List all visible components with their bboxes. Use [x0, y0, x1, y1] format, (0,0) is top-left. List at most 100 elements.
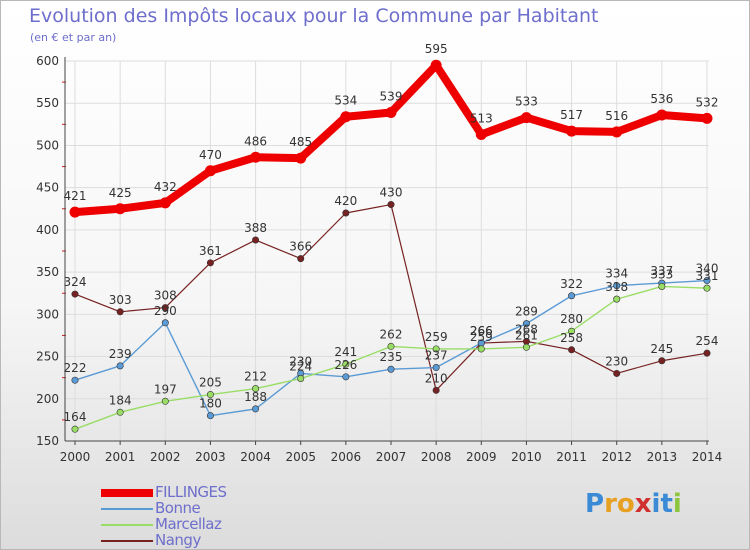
data-point-fillinges: [701, 112, 713, 124]
legend-label: FILLINGES: [155, 483, 227, 501]
x-tick-label: 2004: [240, 450, 271, 464]
data-point-bonne: [703, 277, 711, 285]
data-label-marcellaz: 318: [605, 280, 628, 294]
data-point-fillinges: [250, 151, 262, 163]
data-label-fillinges: 516: [605, 109, 628, 123]
data-point-marcellaz: [116, 408, 124, 416]
data-label-marcellaz: 184: [109, 393, 132, 407]
data-point-nangy: [71, 290, 79, 298]
x-tick-label: 2006: [331, 450, 362, 464]
data-label-marcellaz: 280: [560, 312, 583, 326]
data-label-bonne: 235: [380, 350, 403, 364]
data-point-nangy: [568, 346, 576, 354]
data-label-fillinges: 517: [560, 108, 583, 122]
legend-label: Bonne: [155, 499, 201, 517]
y-tick-label: 500: [36, 138, 59, 152]
data-point-fillinges: [430, 59, 442, 71]
data-label-fillinges: 486: [244, 134, 267, 148]
x-tick-label: 2012: [601, 450, 632, 464]
x-tick-label: 2001: [105, 450, 136, 464]
logo-letter: i: [672, 489, 682, 519]
logo-letter: t: [660, 489, 673, 519]
legend-label: Marcellaz: [155, 515, 222, 533]
data-point-fillinges: [340, 111, 352, 123]
data-label-fillinges: 539: [380, 90, 403, 104]
data-label-nangy: 420: [334, 194, 357, 208]
logo-letter: r: [604, 489, 617, 519]
data-point-bonne: [71, 376, 79, 384]
data-point-bonne: [613, 282, 621, 290]
data-label-marcellaz: 205: [199, 376, 222, 390]
legend-swatch: [101, 508, 153, 510]
data-label-nangy: 258: [560, 331, 583, 345]
data-label-nangy: 303: [109, 293, 132, 307]
data-point-nangy: [206, 259, 214, 267]
data-point-bonne: [568, 292, 576, 300]
data-label-fillinges: 432: [154, 180, 177, 194]
data-label-fillinges: 595: [425, 42, 448, 56]
data-label-bonne: 180: [199, 397, 222, 411]
data-label-nangy: 210: [425, 371, 448, 385]
data-label-fillinges: 470: [199, 148, 222, 162]
data-point-marcellaz: [568, 327, 576, 335]
data-label-bonne: 222: [64, 361, 87, 375]
data-point-marcellaz: [703, 284, 711, 292]
data-label-marcellaz: 261: [515, 328, 538, 342]
data-point-bonne: [432, 364, 440, 372]
data-label-bonne: 322: [560, 277, 583, 291]
data-point-marcellaz: [613, 295, 621, 303]
y-tick-label: 150: [36, 434, 59, 448]
data-point-bonne: [252, 405, 260, 413]
x-tick-label: 2003: [195, 450, 226, 464]
data-label-nangy: 245: [650, 342, 673, 356]
data-point-nangy: [252, 236, 260, 244]
data-label-bonne: 188: [244, 390, 267, 404]
data-point-fillinges: [295, 152, 307, 164]
data-label-bonne: 230: [289, 354, 312, 368]
data-label-marcellaz: 259: [425, 330, 448, 344]
data-label-bonne: 239: [109, 347, 132, 361]
data-point-nangy: [161, 304, 169, 312]
grid: [65, 60, 709, 442]
data-point-fillinges: [204, 165, 216, 177]
points: [69, 59, 713, 433]
data-point-marcellaz: [71, 425, 79, 433]
x-tick-label: 2010: [511, 450, 542, 464]
data-point-nangy: [432, 386, 440, 394]
data-point-marcellaz: [658, 282, 666, 290]
chart-subtitle: (en € et par an): [30, 31, 117, 44]
data-point-marcellaz: [161, 397, 169, 405]
data-point-fillinges: [385, 107, 397, 119]
data-label-bonne: 266: [470, 324, 493, 338]
data-point-marcellaz: [252, 385, 260, 393]
data-label-marcellaz: 164: [64, 410, 87, 424]
y-tick-label: 600: [36, 54, 59, 68]
legend-swatch: [101, 540, 153, 542]
data-label-bonne: 334: [605, 267, 628, 281]
legend-label: Nangy: [155, 531, 201, 549]
data-label-fillinges: 485: [289, 135, 312, 149]
data-label-fillinges: 534: [334, 94, 357, 108]
data-label-nangy: 430: [380, 186, 403, 200]
data-point-bonne: [387, 365, 395, 373]
data-label-fillinges: 513: [470, 111, 493, 125]
legend-swatch: [101, 524, 153, 526]
proxiti-logo: Proxiti: [585, 489, 682, 519]
x-tick-label: 2007: [376, 450, 407, 464]
data-point-fillinges: [656, 109, 668, 121]
y-tick-label: 550: [36, 96, 59, 110]
data-point-marcellaz: [297, 375, 305, 383]
data-point-marcellaz: [432, 345, 440, 353]
data-label-marcellaz: 197: [154, 382, 177, 396]
x-tick-label: 2011: [556, 450, 587, 464]
data-point-bonne: [342, 373, 350, 381]
data-label-nangy: 266: [470, 324, 493, 338]
data-point-fillinges: [114, 203, 126, 215]
data-label-marcellaz: 331: [696, 269, 719, 283]
data-label-marcellaz: 224: [289, 360, 312, 374]
data-point-nangy: [658, 357, 666, 365]
data-point-bonne: [161, 319, 169, 327]
data-point-bonne: [116, 362, 124, 370]
x-tick-label: 2013: [647, 450, 678, 464]
